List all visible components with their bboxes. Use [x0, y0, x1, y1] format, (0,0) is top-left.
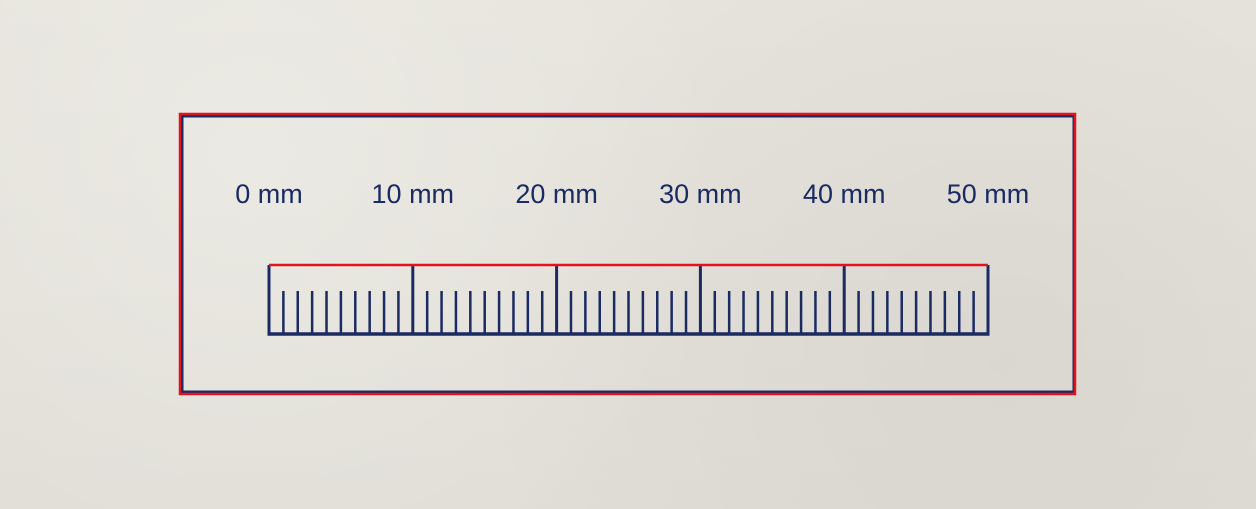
scale-label: 0 mm	[235, 179, 303, 209]
scale-label: 20 mm	[515, 179, 598, 209]
scale-labels: 0 mm 10 mm 20 mm 30 mm 40 mm 50 mm	[235, 179, 1029, 209]
scale-label: 30 mm	[659, 179, 742, 209]
scale-label: 40 mm	[803, 179, 886, 209]
highlight-box	[180, 114, 1075, 394]
scale-label: 50 mm	[947, 179, 1030, 209]
scale-ticks	[269, 265, 988, 334]
scale-label: 10 mm	[372, 179, 455, 209]
card-frame	[182, 116, 1074, 392]
